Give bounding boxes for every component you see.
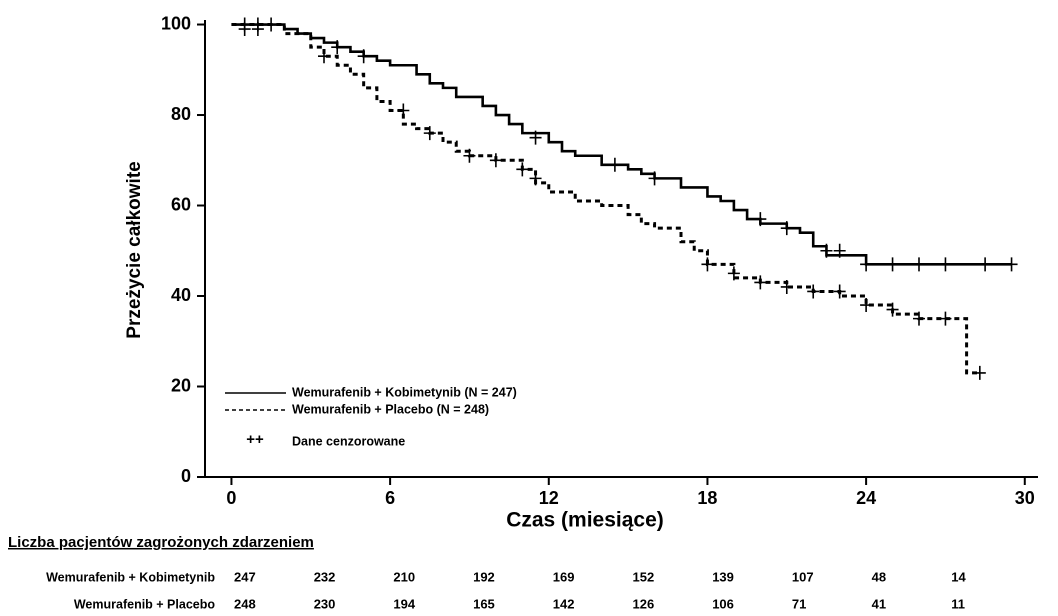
- censor-mark: [973, 365, 986, 380]
- censor-mark: [780, 279, 793, 294]
- censor-mark: [780, 221, 793, 236]
- legend-label: Wemurafenib + Placebo (N = 248): [292, 402, 489, 416]
- censor-mark: [1005, 257, 1018, 272]
- censor-mark: [701, 257, 714, 272]
- x-tick-label: 6: [385, 488, 395, 508]
- y-tick-label: 80: [171, 104, 191, 124]
- y-tick-label: 20: [171, 375, 191, 395]
- risk-count: 232: [314, 569, 336, 584]
- censor-mark: [423, 126, 436, 141]
- censor-mark: [820, 243, 833, 258]
- censor-mark: [939, 311, 952, 326]
- risk-count: 48: [872, 569, 886, 584]
- risk-count: 142: [553, 596, 575, 611]
- censor-mark: [886, 257, 899, 272]
- risk-count: 192: [473, 569, 495, 584]
- censor-mark: [754, 275, 767, 290]
- risk-count: 169: [553, 569, 575, 584]
- risk-count: 139: [712, 569, 734, 584]
- censor-mark: [331, 40, 344, 55]
- risk-count: 107: [792, 569, 814, 584]
- censor-mark: [529, 130, 542, 145]
- censor-mark: [886, 302, 899, 317]
- censor-mark: [489, 153, 502, 168]
- x-tick-label: 30: [1015, 488, 1035, 508]
- censor-mark: [754, 212, 767, 227]
- censor-mark: [397, 103, 410, 118]
- censor-mark: [979, 257, 992, 272]
- risk-count: 194: [393, 596, 415, 611]
- censor-mark: [860, 298, 873, 313]
- y-axis-label: Przeżycie całkowite: [124, 161, 145, 338]
- censor-mark: [939, 257, 952, 272]
- risk-count: 248: [234, 596, 256, 611]
- y-tick-label: 100: [161, 13, 191, 33]
- censor-mark: [251, 22, 264, 37]
- censor-mark: [648, 171, 661, 186]
- risk-count: 11: [951, 596, 965, 611]
- y-tick-label: 40: [171, 285, 191, 305]
- risk-count: 165: [473, 596, 495, 611]
- risk-count: 41: [872, 596, 886, 611]
- risk-row-label: Wemurafenib + Placebo: [74, 597, 215, 611]
- x-tick-label: 18: [697, 488, 717, 508]
- risk-count: 14: [951, 569, 966, 584]
- risk-row-label: Wemurafenib + Kobimetynib: [46, 570, 215, 584]
- censor-mark: [833, 243, 846, 258]
- censor-mark: [727, 266, 740, 281]
- censor-mark: [608, 157, 621, 172]
- censor-mark: [463, 148, 476, 163]
- risk-count: 247: [234, 569, 256, 584]
- censor-mark: [913, 257, 925, 272]
- risk-count: 126: [633, 596, 655, 611]
- risk-count: 106: [712, 596, 734, 611]
- survival-curve: [231, 23, 980, 375]
- y-tick-label: 0: [181, 466, 191, 486]
- legend-label: Wemurafenib + Kobimetynib (N = 247): [292, 385, 517, 399]
- y-tick-label: 60: [171, 194, 191, 214]
- risk-count: 152: [633, 569, 655, 584]
- censor-mark: [833, 284, 846, 299]
- censor-mark: [807, 284, 820, 299]
- censor-mark: [860, 257, 873, 272]
- x-axis-label: Czas (miesiące): [506, 509, 664, 532]
- risk-count: 210: [393, 569, 415, 584]
- x-tick-label: 0: [226, 488, 236, 508]
- risk-table-title: Liczba pacjentów zagrożonych zdarzeniem: [8, 534, 314, 551]
- survival-curve: [231, 23, 1012, 266]
- censor-mark: [238, 22, 251, 37]
- legend-label: Dane cenzorowane: [292, 434, 405, 448]
- legend-symbol: ++: [246, 431, 264, 448]
- risk-count: 71: [792, 596, 806, 611]
- censor-mark: [913, 311, 925, 326]
- x-tick-label: 24: [856, 488, 876, 508]
- censor-mark: [318, 49, 330, 64]
- censor-mark: [357, 49, 370, 64]
- censor-mark: [529, 171, 542, 186]
- censor-mark: [516, 162, 529, 177]
- x-tick-label: 12: [539, 488, 559, 508]
- risk-count: 230: [314, 596, 336, 611]
